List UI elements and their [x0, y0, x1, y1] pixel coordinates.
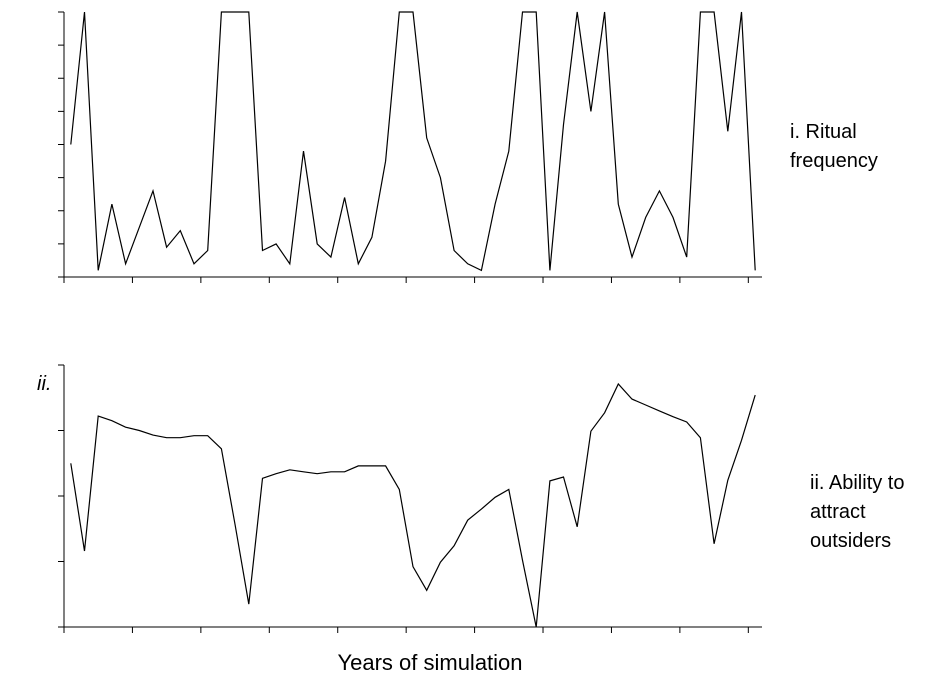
data-line: [70, 382, 756, 628]
x-axis-label: Years of simulation: [337, 650, 523, 675]
data-line: [70, 11, 756, 272]
panel-annotation: ii.: [37, 373, 52, 395]
panel-title: i. Ritual frequency: [790, 121, 878, 172]
panel-title: ii. Ability to attract outsiders: [810, 472, 905, 552]
